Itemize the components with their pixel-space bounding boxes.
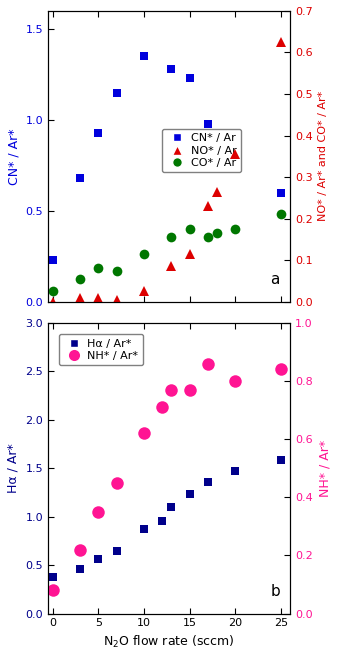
- Legend: Hα / Ar*, NH* / Ar*: Hα / Ar*, NH* / Ar*: [58, 334, 143, 365]
- Y-axis label: Hα / Ar*: Hα / Ar*: [7, 443, 20, 493]
- Text: a: a: [270, 272, 280, 287]
- Text: b: b: [270, 584, 280, 599]
- Y-axis label: NO* / Ar* and CO* / Ar*: NO* / Ar* and CO* / Ar*: [318, 91, 328, 221]
- Y-axis label: NH* / Ar*: NH* / Ar*: [318, 440, 331, 497]
- Legend: CN* / Ar, NO* / Ar, CO* / Ar: CN* / Ar, NO* / Ar, CO* / Ar: [162, 129, 241, 172]
- Y-axis label: CN* / Ar*: CN* / Ar*: [7, 128, 20, 185]
- X-axis label: N$_2$O flow rate (sccm): N$_2$O flow rate (sccm): [103, 634, 235, 650]
